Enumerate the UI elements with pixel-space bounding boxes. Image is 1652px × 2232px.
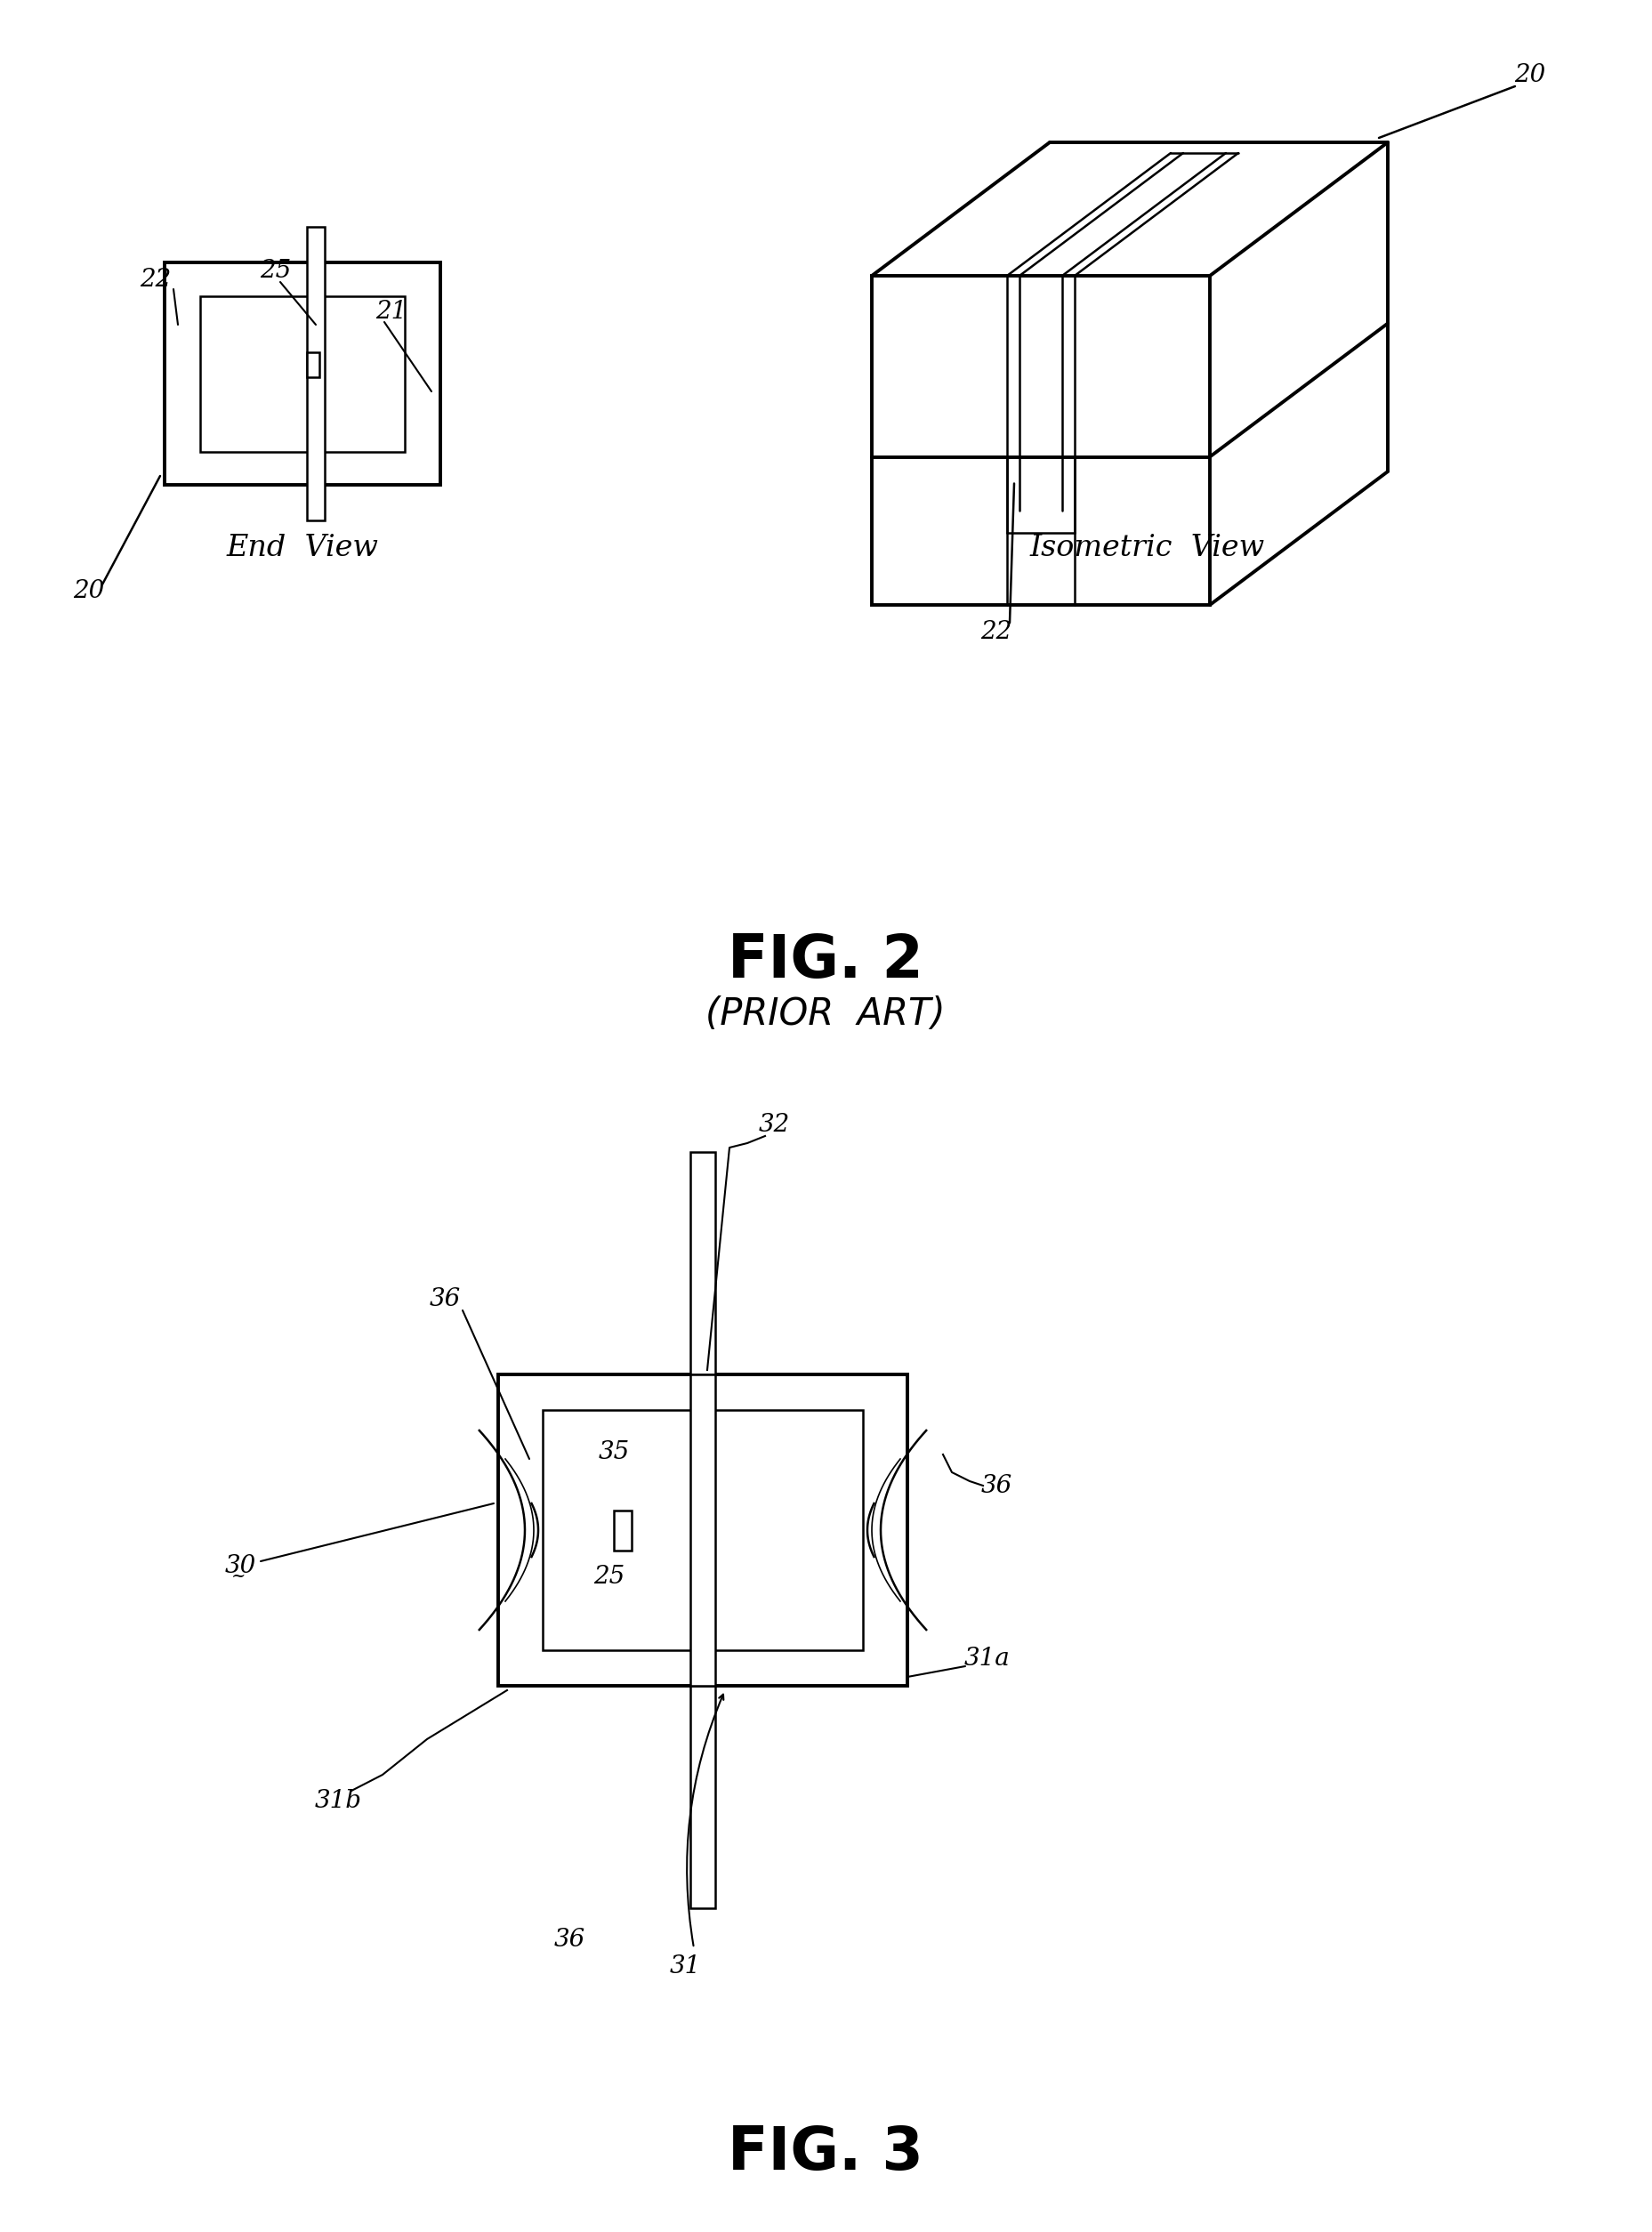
Text: 31b: 31b — [314, 1790, 362, 1812]
Bar — [165, 263, 441, 484]
Bar — [200, 297, 405, 451]
Text: Isometric  View: Isometric View — [1031, 533, 1265, 562]
Text: ~: ~ — [231, 1569, 246, 1585]
Bar — [691, 1685, 715, 1908]
Text: 22: 22 — [981, 620, 1013, 643]
Text: 25: 25 — [259, 259, 291, 283]
Bar — [691, 1152, 715, 1375]
Text: 22: 22 — [140, 268, 172, 292]
Text: 31a: 31a — [965, 1647, 1011, 1672]
Bar — [615, 1511, 631, 1549]
Text: 20: 20 — [73, 580, 104, 603]
Text: FIG. 2: FIG. 2 — [729, 931, 923, 991]
Text: (PRIOR  ART): (PRIOR ART) — [705, 995, 945, 1033]
Text: 21: 21 — [375, 299, 406, 324]
Text: 20: 20 — [1515, 62, 1546, 87]
Text: FIG. 3: FIG. 3 — [729, 2123, 923, 2183]
Text: 25: 25 — [593, 1565, 624, 1589]
Bar — [872, 277, 1209, 605]
Text: 31: 31 — [669, 1953, 700, 1978]
Bar — [542, 1411, 862, 1649]
Text: 36: 36 — [553, 1926, 585, 1951]
Text: 35: 35 — [598, 1440, 629, 1464]
Bar — [307, 228, 325, 520]
Bar — [499, 1375, 907, 1685]
Text: 36: 36 — [981, 1473, 1013, 1498]
Text: 36: 36 — [430, 1288, 461, 1310]
Bar — [307, 353, 319, 377]
Text: 30: 30 — [225, 1553, 256, 1578]
Text: End  View: End View — [226, 533, 378, 562]
Bar — [691, 1375, 715, 1685]
Text: 32: 32 — [758, 1114, 790, 1138]
